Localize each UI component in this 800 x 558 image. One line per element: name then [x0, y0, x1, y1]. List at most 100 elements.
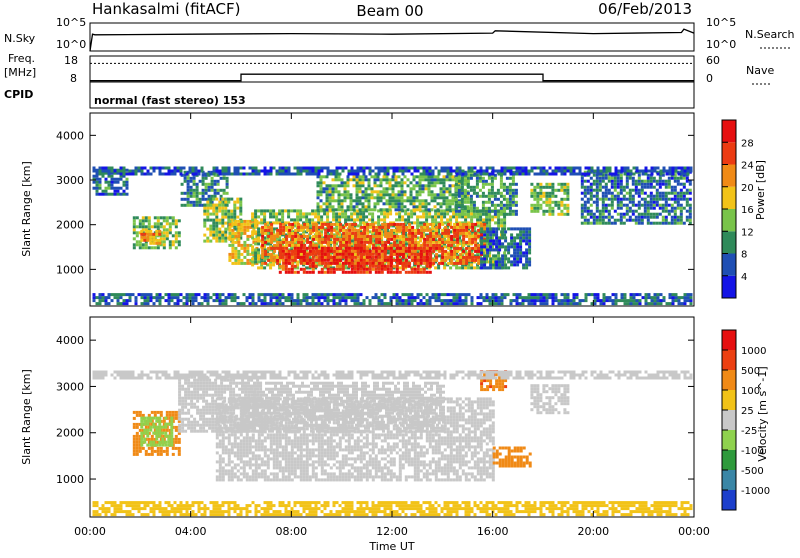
range-cell	[611, 183, 614, 186]
range-cell	[380, 212, 383, 215]
range-cell	[163, 246, 166, 249]
range-cell	[404, 181, 407, 184]
range-cell	[438, 299, 441, 302]
range-cell	[528, 293, 531, 296]
range-cell	[453, 232, 456, 235]
range-cell	[381, 271, 384, 274]
range-cell	[228, 226, 231, 229]
range-cell	[144, 293, 147, 296]
range-cell	[441, 299, 444, 302]
range-cell	[224, 222, 227, 225]
range-cell	[375, 232, 378, 235]
range-cell	[300, 299, 303, 302]
range-cell	[662, 192, 665, 195]
range-cell	[650, 177, 653, 180]
range-cell	[209, 231, 212, 234]
range-cell	[452, 199, 455, 202]
range-cell	[246, 262, 249, 265]
range-cell	[401, 215, 404, 218]
range-cell	[211, 186, 214, 189]
range-cell	[477, 229, 480, 232]
range-cell	[510, 245, 513, 248]
noise-line	[90, 29, 694, 51]
range-cell	[338, 205, 341, 208]
range-cell	[479, 180, 482, 183]
range-cell	[339, 250, 342, 253]
range-cell	[548, 195, 551, 198]
range-cell	[536, 204, 539, 207]
range-cell	[477, 244, 480, 247]
range-cell	[464, 266, 467, 269]
range-cell	[482, 183, 485, 186]
range-cell	[221, 234, 224, 237]
range-cell	[378, 262, 381, 265]
range-cell	[300, 229, 303, 232]
range-cell	[473, 266, 476, 269]
range-cell	[642, 296, 645, 299]
range-cell	[285, 256, 288, 259]
range-cell	[470, 201, 473, 204]
range-cell	[594, 302, 597, 305]
range-cell	[237, 250, 240, 253]
range-cell	[417, 232, 420, 235]
range-cell	[252, 293, 255, 296]
range-cell	[212, 234, 215, 237]
range-cell	[374, 190, 377, 193]
range-cell	[333, 223, 336, 226]
range-cell	[342, 250, 345, 253]
range-cell	[105, 299, 108, 302]
range-cell	[419, 202, 422, 205]
range-cell	[587, 207, 590, 210]
range-cell	[405, 299, 408, 302]
range-cell	[228, 244, 231, 247]
range-cell	[309, 262, 312, 265]
range-cell	[432, 259, 435, 262]
range-cell	[206, 237, 209, 240]
range-cell	[339, 241, 342, 244]
range-cell	[117, 170, 120, 173]
range-cell	[630, 296, 633, 299]
range-cell	[203, 207, 206, 210]
range-cell	[626, 177, 629, 180]
range-cell	[462, 262, 465, 265]
range-cell	[296, 209, 299, 212]
range-cell	[647, 186, 650, 189]
range-cell	[314, 212, 317, 215]
range-cell	[495, 248, 498, 251]
range-cell	[96, 187, 99, 190]
range-cell	[171, 293, 174, 296]
range-cell	[234, 296, 237, 299]
range-cell	[341, 212, 344, 215]
range-cell	[404, 218, 407, 221]
range-cell	[413, 199, 416, 202]
range-cell	[509, 183, 512, 186]
range-cell	[470, 212, 473, 215]
range-cell	[272, 212, 275, 215]
range-cell	[213, 299, 216, 302]
range-cell	[330, 235, 333, 238]
range-cell	[375, 268, 378, 271]
range-cell	[443, 215, 446, 218]
range-cell	[686, 201, 689, 204]
range-cell	[294, 265, 297, 268]
range-cell	[381, 223, 384, 226]
range-cell	[365, 199, 368, 202]
range-cell	[145, 246, 148, 249]
range-cell	[348, 259, 351, 262]
range-cell	[447, 244, 450, 247]
range-cell	[291, 235, 294, 238]
range-cell	[345, 253, 348, 256]
range-cell	[668, 210, 671, 213]
range-cell	[564, 299, 567, 302]
range-cell	[489, 248, 492, 251]
range-cell	[123, 181, 126, 184]
range-cell	[417, 244, 420, 247]
range-cell	[596, 189, 599, 192]
range-cell	[392, 196, 395, 199]
range-cell	[488, 213, 491, 216]
range-cell	[120, 170, 123, 173]
range-cell	[285, 244, 288, 247]
range-cell	[231, 247, 234, 250]
range-cell	[402, 268, 405, 271]
range-cell	[285, 259, 288, 262]
